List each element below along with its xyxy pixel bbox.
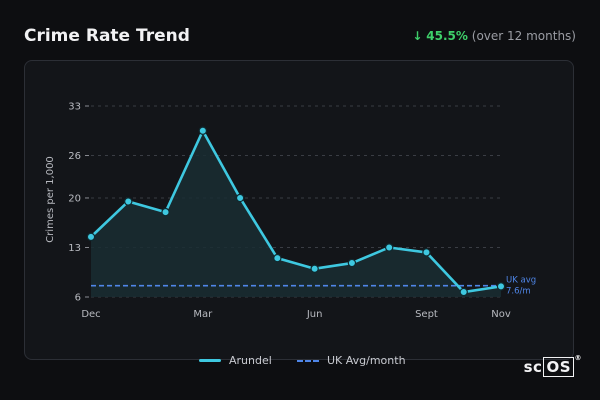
- data-point: [496, 282, 506, 291]
- data-point: [198, 126, 208, 135]
- y-tick-label: 20: [68, 193, 81, 204]
- uk-avg-annotation-line2: 7.6/m: [506, 287, 531, 297]
- change-note: (over 12 months): [471, 29, 576, 43]
- data-point: [124, 197, 133, 206]
- data-point: [459, 287, 468, 297]
- data-point: [310, 264, 319, 273]
- x-tick-label: Dec: [81, 309, 100, 320]
- down-arrow-icon: ↓: [412, 29, 423, 43]
- data-point: [422, 248, 431, 257]
- legend-item-arundel[interactable]: Arundel: [199, 354, 272, 367]
- logo-text-b: OS: [543, 357, 574, 377]
- series-area: [91, 130, 501, 297]
- logo-registered-mark: ®: [574, 354, 582, 362]
- data-point: [235, 193, 245, 203]
- legend-label-uk-avg: UK Avg/month: [327, 354, 406, 367]
- x-tick-label: Mar: [193, 309, 213, 320]
- y-axis-label: Crimes per 1,000: [45, 156, 56, 243]
- y-tick-label: 6: [75, 293, 81, 304]
- data-point: [86, 232, 96, 242]
- scos-logo: sc OS ®: [523, 354, 582, 377]
- legend-label-arundel: Arundel: [229, 354, 272, 367]
- change-percent: 45.5%: [426, 29, 468, 43]
- series-line-arundel: [90, 129, 502, 294]
- chart-card: [24, 60, 574, 360]
- legend-swatch-dashed: [297, 359, 319, 362]
- y-tick-label: 13: [68, 243, 81, 254]
- logo-text-a: sc: [523, 358, 543, 376]
- legend-swatch-solid: [199, 359, 221, 362]
- legend-item-uk-avg[interactable]: UK Avg/month: [297, 354, 406, 367]
- data-point: [273, 253, 282, 263]
- x-tick-label: Nov: [491, 309, 511, 320]
- y-tick-label: 33: [68, 102, 81, 113]
- data-point: [384, 243, 394, 252]
- header: Crime Rate Trend ↓ 45.5% (over 12 months…: [24, 26, 576, 50]
- x-tick-label: Sept: [415, 309, 438, 320]
- x-tick-label: Jun: [306, 309, 323, 320]
- uk-avg-annotation-line1: UK avg: [506, 276, 536, 286]
- chart-title: Crime Rate Trend: [24, 26, 190, 46]
- data-point: [161, 207, 170, 217]
- legend: Arundel UK Avg/month: [0, 352, 600, 370]
- change-summary: ↓ 45.5% (over 12 months): [412, 29, 576, 43]
- y-tick-label: 26: [68, 151, 81, 162]
- data-point: [347, 258, 357, 268]
